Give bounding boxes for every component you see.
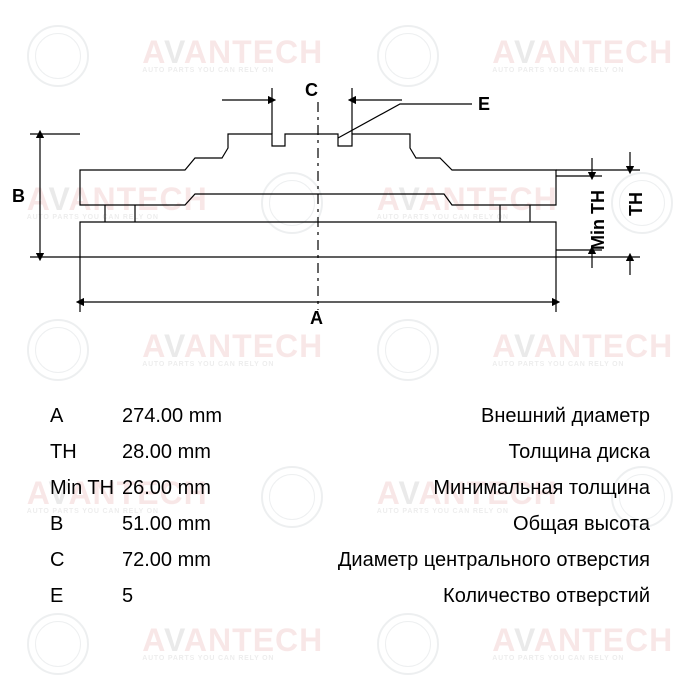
brand-logo: AVANTECH AUTO PARTS YOU CAN RELY ON (492, 38, 673, 74)
seal-icon (377, 613, 439, 675)
spec-key: C (50, 542, 122, 578)
spec-desc: Общая высота (262, 506, 650, 542)
dim-c-label: C (305, 80, 318, 100)
dim-th-label: TH (626, 192, 646, 216)
spec-key: B (50, 506, 122, 542)
brand-logo: AVANTECH AUTO PARTS YOU CAN RELY ON (142, 626, 323, 662)
spec-desc: Толщина диска (262, 434, 650, 470)
seal-icon (377, 25, 439, 87)
spec-desc: Количество отверстий (262, 578, 650, 614)
spec-desc: Диаметр центрального отверстия (262, 542, 650, 578)
seal-icon (27, 25, 89, 87)
spec-row: A 274.00 mm Внешний диаметр (50, 398, 650, 434)
spec-val: 26.00 mm (122, 470, 262, 506)
seal-icon (27, 613, 89, 675)
spec-val: 51.00 mm (122, 506, 262, 542)
dim-a-label: A (310, 308, 323, 328)
spec-row: Min TH 26.00 mm Минимальная толщина (50, 470, 650, 506)
spec-row: E 5 Количество отверстий (50, 578, 650, 614)
brand-logo: AVANTECH AUTO PARTS YOU CAN RELY ON (492, 626, 673, 662)
spec-desc: Минимальная толщина (262, 470, 650, 506)
brand-logo: AVANTECH AUTO PARTS YOU CAN RELY ON (142, 38, 323, 74)
spec-row: C 72.00 mm Диаметр центрального отверсти… (50, 542, 650, 578)
spec-key: TH (50, 434, 122, 470)
spec-val: 72.00 mm (122, 542, 262, 578)
spec-key: Min TH (50, 470, 122, 506)
dim-e-label: E (478, 94, 490, 114)
spec-row: TH 28.00 mm Толщина диска (50, 434, 650, 470)
dim-b-label: B (12, 186, 25, 206)
spec-val: 5 (122, 578, 262, 614)
spec-row: B 51.00 mm Общая высота (50, 506, 650, 542)
spec-table: A 274.00 mm Внешний диаметр TH 28.00 mm … (50, 398, 650, 614)
spec-key: E (50, 578, 122, 614)
cross-section-diagram: C E B A TH Min TH (40, 90, 660, 370)
spec-val: 274.00 mm (122, 398, 262, 434)
dim-minth-label: Min TH (588, 190, 608, 250)
spec-key: A (50, 398, 122, 434)
spec-val: 28.00 mm (122, 434, 262, 470)
spec-desc: Внешний диаметр (262, 398, 650, 434)
